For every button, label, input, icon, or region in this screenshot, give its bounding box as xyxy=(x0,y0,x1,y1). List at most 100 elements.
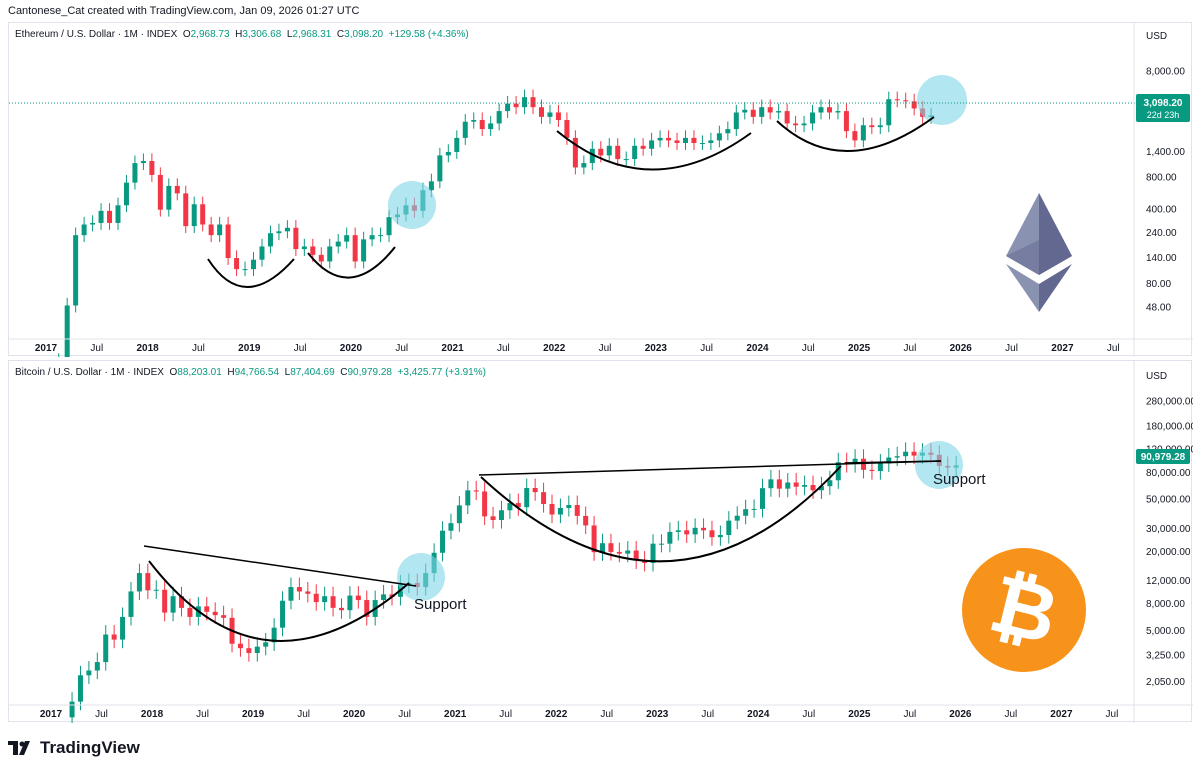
btc-candle-body xyxy=(305,591,311,594)
eth-candle-body xyxy=(335,241,341,247)
eth-candle-body xyxy=(284,227,290,232)
bitcoin-change: +3,425.77 (+3.91%) xyxy=(397,367,486,378)
eth-candle-body xyxy=(530,97,536,108)
eth-candle-body xyxy=(725,129,731,134)
eth-candle-body xyxy=(623,159,629,161)
btc-candle-body xyxy=(877,463,883,472)
eth-candle-body xyxy=(589,148,595,164)
ethereum-logo-icon xyxy=(1006,193,1072,312)
eth-candle-body xyxy=(615,145,621,160)
eth-candle-body xyxy=(843,111,849,132)
eth-candle-body xyxy=(640,145,646,149)
eth-candle-body xyxy=(538,107,544,117)
eth-x-tick-label: Jul xyxy=(395,343,408,354)
btc-x-tick-label: 2021 xyxy=(444,709,467,720)
eth-candle-body xyxy=(251,259,257,270)
eth-x-tick-label: Jul xyxy=(90,343,103,354)
eth-candle-body xyxy=(445,151,451,156)
eth-candle-body xyxy=(386,217,392,236)
btc-candle-body xyxy=(338,607,344,611)
btc-y-tick-label: 20,000.00 xyxy=(1146,547,1191,558)
btc-y-tick-label: 12,000.00 xyxy=(1146,576,1191,587)
eth-candle-body xyxy=(267,233,273,247)
eth-candle-body xyxy=(784,111,790,124)
btc-candle-body xyxy=(827,480,833,487)
eth-candle-body xyxy=(276,231,282,234)
btc-candle-body xyxy=(692,527,698,535)
eth-candle-body xyxy=(293,227,299,250)
eth-candle-body xyxy=(716,133,722,141)
btc-candle-body xyxy=(221,615,227,618)
eth-candle-body xyxy=(733,112,739,130)
btc-x-tick-label: Jul xyxy=(903,709,916,720)
btc-candle-body xyxy=(600,543,606,553)
bitcoin-low-label: L xyxy=(284,367,291,378)
eth-candle-body xyxy=(657,137,663,141)
eth-candle-body xyxy=(259,246,265,260)
btc-candle-body xyxy=(77,675,83,702)
eth-candle-body xyxy=(877,125,883,128)
btc-x-tick-label: 2020 xyxy=(343,709,366,720)
eth-y-tick-label: 140.00 xyxy=(1146,253,1177,264)
ethereum-cup-arc xyxy=(556,130,752,171)
btc-candle-body xyxy=(322,596,328,603)
btc-x-tick-label: Jul xyxy=(1106,709,1119,720)
btc-x-tick-label: Jul xyxy=(297,709,310,720)
ethereum-highlight-circle xyxy=(917,75,967,125)
btc-x-tick-label: Jul xyxy=(1004,709,1017,720)
eth-x-tick-label: Jul xyxy=(294,343,307,354)
bitcoin-candlestick-chart[interactable]: Support Support 280,000.00180,000.00120,… xyxy=(9,361,1193,723)
btc-candle-body xyxy=(364,600,370,617)
btc-candle-body xyxy=(633,550,639,561)
eth-candle-body xyxy=(479,120,485,130)
btc-candle-body xyxy=(759,488,765,509)
eth-y-tick-label: 8,000.00 xyxy=(1146,67,1185,78)
btc-candle-body xyxy=(835,462,841,481)
btc-candle-body xyxy=(650,543,656,563)
btc-candle-body xyxy=(532,488,538,493)
btc-candle-body xyxy=(616,551,622,554)
btc-candle-body xyxy=(490,516,496,520)
btc-candle-body xyxy=(145,573,151,591)
eth-candle-body xyxy=(149,161,155,175)
eth-candle-body xyxy=(810,112,816,124)
eth-candle-body xyxy=(759,107,765,117)
btc-y-tick-label: 50,000.00 xyxy=(1146,495,1191,506)
eth-candle-body xyxy=(581,163,587,168)
ethereum-chart-panel[interactable]: Ethereum / U.S. Dollar · 1M · INDEX O2,9… xyxy=(8,22,1193,357)
eth-candle-body xyxy=(242,269,248,271)
btc-x-tick-label: 2018 xyxy=(141,709,164,720)
eth-candle-body xyxy=(852,131,858,141)
btc-x-tick-label: Jul xyxy=(701,709,714,720)
eth-x-tick-label: 2023 xyxy=(645,343,668,354)
btc-candle-body xyxy=(852,458,858,464)
eth-x-tick-label: 2025 xyxy=(848,343,871,354)
eth-x-tick-label: 2027 xyxy=(1051,343,1074,354)
eth-candle-body xyxy=(437,155,443,182)
bitcoin-chart-panel[interactable]: Bitcoin / U.S. Dollar · 1M · INDEX O88,2… xyxy=(8,360,1193,723)
btc-candle-body xyxy=(330,596,336,608)
btc-candle-body xyxy=(684,530,690,535)
eth-y-tick-label: 400.00 xyxy=(1146,205,1177,216)
btc-x-tick-label: 2025 xyxy=(848,709,871,720)
ethereum-candlestick-chart[interactable]: 8,000.004,000.001,400.00800.00400.00240.… xyxy=(9,23,1193,357)
eth-candle-body xyxy=(352,235,358,262)
bitcoin-currency-label: USD xyxy=(1146,371,1167,382)
eth-x-tick-label: Jul xyxy=(497,343,510,354)
eth-x-tick-label: Jul xyxy=(599,343,612,354)
eth-candle-body xyxy=(869,125,875,128)
eth-x-tick-label: 2017 xyxy=(35,343,58,354)
btc-candle-body xyxy=(583,515,589,526)
btc-candle-body xyxy=(776,479,782,489)
eth-candle-body xyxy=(200,204,206,225)
tradingview-brand: TradingView xyxy=(40,738,140,757)
eth-candle-body xyxy=(174,185,180,194)
btc-candle-body xyxy=(785,482,791,489)
eth-candle-body xyxy=(708,140,714,144)
btc-candle-body xyxy=(448,523,454,531)
eth-candle-body xyxy=(471,120,477,122)
btc-x-tick-label: Jul xyxy=(499,709,512,720)
eth-candle-body xyxy=(750,109,756,117)
eth-candle-body xyxy=(123,182,129,206)
btc-candle-body xyxy=(869,469,875,472)
